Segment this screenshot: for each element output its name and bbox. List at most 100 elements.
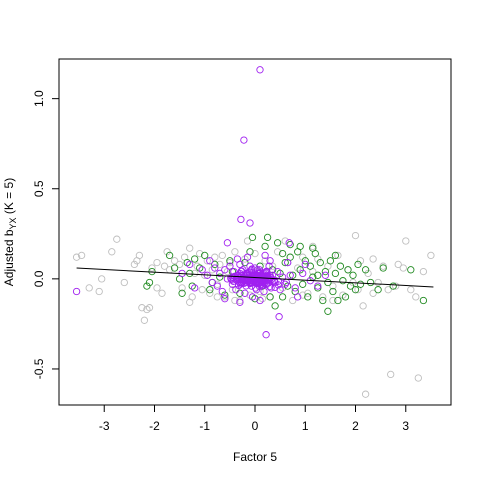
gray-point — [392, 282, 400, 290]
purple-point — [221, 295, 229, 303]
gray-point — [387, 370, 395, 379]
green-point — [165, 251, 174, 260]
gray-point — [231, 296, 239, 305]
x-tick-label: -3 — [99, 419, 110, 433]
gray-point — [369, 289, 377, 297]
gray-point — [412, 293, 420, 301]
green-point — [306, 262, 314, 270]
gray-point — [153, 258, 161, 267]
green-point — [334, 296, 342, 305]
y-tick-label: 0.5 — [32, 180, 46, 197]
purple-point — [281, 280, 289, 288]
green-point — [278, 293, 287, 301]
purple-point — [248, 265, 256, 273]
purple-point — [273, 267, 282, 276]
purple-point — [243, 253, 252, 261]
gray-point — [138, 304, 146, 312]
green-point — [201, 251, 209, 260]
purple-point — [221, 266, 229, 274]
gray-point — [213, 293, 221, 301]
green-point — [278, 249, 287, 258]
gray-point — [251, 249, 259, 258]
gray-point — [364, 269, 372, 278]
purple-point — [211, 264, 219, 272]
green-point — [314, 271, 322, 279]
gray-point — [273, 248, 282, 256]
green-point — [361, 266, 370, 274]
green-point — [339, 277, 347, 285]
green-point — [304, 293, 312, 301]
green-point — [374, 286, 382, 294]
green-point — [321, 267, 330, 276]
green-point — [284, 282, 292, 290]
gray-point — [133, 257, 141, 265]
purple-point — [274, 277, 282, 285]
purple-point — [258, 281, 266, 290]
purple-point — [236, 298, 244, 306]
y-axis-title-main: Adjusted b — [2, 229, 16, 286]
green-point — [366, 278, 375, 287]
gray-point — [261, 257, 269, 265]
purple-point — [186, 260, 194, 269]
gray-point — [427, 251, 435, 260]
gray-point — [384, 286, 392, 294]
gray-point — [289, 296, 297, 305]
purple-point — [208, 278, 216, 287]
gray-point — [243, 237, 252, 245]
green-point — [344, 266, 352, 274]
gray-point — [334, 251, 342, 260]
gray-point — [299, 291, 307, 299]
gray-point — [196, 249, 204, 258]
green-point — [191, 255, 199, 263]
x-tick-label: 0 — [252, 419, 259, 433]
purple-point — [198, 266, 206, 274]
gray-point — [193, 262, 201, 270]
gray-point — [356, 257, 365, 265]
purple-point — [216, 269, 224, 278]
green-point — [324, 307, 332, 315]
purple-point — [72, 287, 81, 296]
purple-point — [266, 257, 274, 265]
gray-point — [178, 284, 186, 292]
green-point — [356, 280, 365, 288]
green-point — [336, 262, 345, 270]
gray-point — [98, 275, 106, 283]
gray-point — [414, 374, 422, 382]
green-point — [349, 271, 357, 279]
gray-point — [72, 253, 81, 261]
purple-point — [246, 219, 254, 227]
gray-point — [211, 253, 219, 261]
gray-point — [309, 242, 317, 251]
purple-point — [206, 257, 214, 265]
green-point — [289, 271, 297, 279]
purple-point — [278, 273, 287, 281]
gray-point — [160, 262, 169, 270]
y-axis: -0.5 0.0 0.5 1.0 — [32, 90, 60, 379]
gray-point — [226, 258, 234, 267]
gray-point — [186, 298, 194, 306]
green-point — [316, 258, 324, 267]
purple-point — [233, 255, 242, 263]
purple-point — [213, 282, 221, 290]
purple-point — [251, 264, 259, 272]
gray-point — [374, 278, 382, 287]
purple-point — [266, 282, 274, 291]
gray-point — [158, 289, 166, 297]
gray-point — [351, 231, 360, 240]
green-point — [248, 233, 257, 242]
purple-point — [261, 251, 269, 260]
purple-point — [275, 313, 283, 321]
gray-point — [361, 390, 370, 398]
x-tick-label: 1 — [302, 419, 309, 433]
green-point — [324, 278, 332, 287]
purple-point — [218, 287, 226, 296]
purple-point — [271, 283, 279, 291]
x-axis: -3 -2 -1 0 1 2 3 — [99, 404, 409, 433]
gray-point — [236, 296, 244, 305]
x-tick-label: 3 — [402, 419, 409, 433]
purple-point — [294, 293, 302, 301]
green-point — [216, 273, 224, 281]
y-tick-label: -0.5 — [32, 358, 46, 379]
purple-point — [223, 239, 232, 247]
gray-point — [402, 237, 410, 245]
